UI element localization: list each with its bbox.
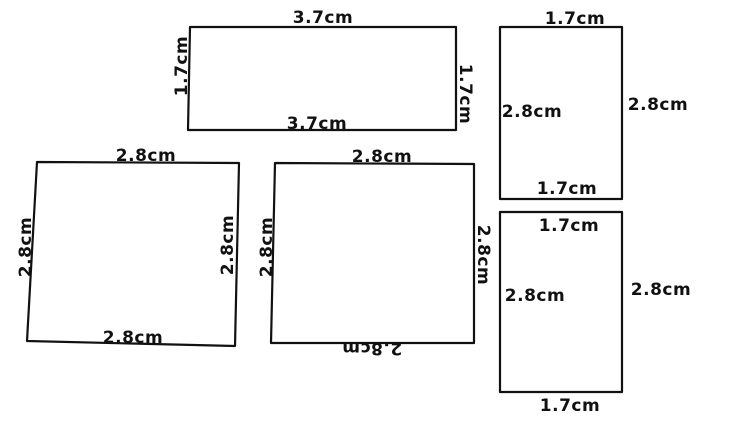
rect-top-right-label: 1.7cm — [455, 64, 475, 124]
rect-top-bottom-label: 3.7cm — [287, 114, 347, 134]
rect-right-upper: 1.7cm 1.7cm 2.8cm 2.8cm — [498, 9, 688, 201]
rect-right-upper-bottom-label: 1.7cm — [537, 179, 597, 199]
rect-right-upper-inside-label: 2.8cm — [502, 102, 562, 122]
rect-right-lower-top-label: 1.7cm — [539, 216, 599, 236]
square-left-outline — [25, 160, 241, 348]
rect-right-upper-outside-label: 2.8cm — [628, 95, 688, 115]
rect-top-outline — [186, 25, 458, 132]
square-left: 2.8cm 2.8cm 2.8cm 2.8cm — [16, 146, 241, 348]
rect-top-top-label: 3.7cm — [293, 8, 353, 28]
square-middle: 2.8cm 2.8cm 2.8cm 2.8cm — [257, 147, 493, 358]
rect-right-upper-top-label: 1.7cm — [545, 9, 605, 29]
square-left-left-label: 2.8cm — [16, 217, 36, 277]
square-left-top-label: 2.8cm — [116, 146, 176, 166]
rect-right-upper-outline — [498, 25, 624, 201]
rect-top-left-label: 1.7cm — [172, 36, 192, 96]
rect-right-lower-bottom-label: 1.7cm — [540, 396, 600, 416]
rect-right-lower: 1.7cm 1.7cm 2.8cm 2.8cm — [498, 210, 691, 416]
rect-right-lower-inside-label: 2.8cm — [505, 286, 565, 306]
square-middle-bottom-label: 2.8cm — [342, 338, 402, 358]
square-left-right-label: 2.8cm — [218, 215, 238, 275]
square-middle-left-label: 2.8cm — [257, 217, 277, 277]
square-middle-top-label: 2.8cm — [352, 147, 412, 167]
rect-right-lower-outside-label: 2.8cm — [631, 280, 691, 300]
square-left-bottom-label: 2.8cm — [103, 328, 163, 348]
rect-right-lower-outline — [498, 210, 624, 394]
square-middle-right-label: 2.8cm — [473, 225, 493, 285]
square-middle-outline — [269, 161, 476, 345]
rect-top: 3.7cm 3.7cm 1.7cm 1.7cm — [172, 8, 475, 134]
